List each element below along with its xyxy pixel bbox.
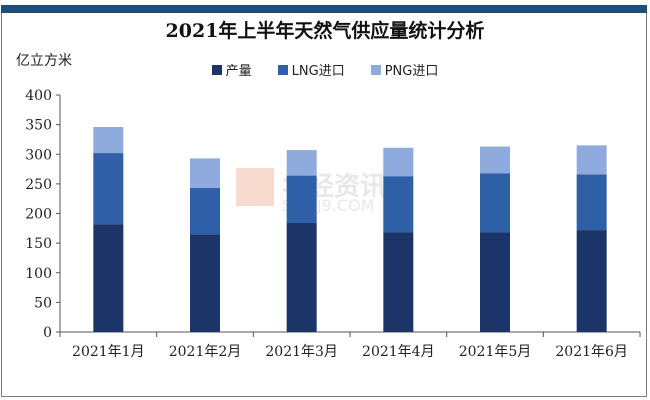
legend-label-png: PNG进口 [384, 64, 439, 79]
x-tick-label: 2021年1月 [72, 344, 145, 360]
bar-lng-4 [383, 176, 414, 233]
bar-lng-2 [190, 188, 220, 235]
bar-png-3 [286, 150, 317, 176]
bar-lng-5 [480, 173, 510, 233]
legend-label-lng: LNG进口 [291, 64, 345, 79]
y-axis-unit-label: 亿立方米 [16, 53, 72, 69]
y-tick-label: 350 [25, 118, 52, 134]
legend-swatch-production [211, 64, 222, 75]
x-tick-label: 2021年3月 [265, 344, 338, 360]
y-tick-label: 400 [25, 88, 52, 104]
bar-lng-3 [286, 175, 317, 223]
legend-item-png: PNG进口 [370, 60, 439, 79]
bar-production-6 [576, 230, 607, 332]
legend-swatch-lng [277, 64, 288, 75]
bar-png-2 [190, 158, 220, 189]
legend-item-lng: LNG进口 [277, 60, 345, 79]
bar-production-5 [480, 232, 510, 332]
y-tick-label: 300 [25, 147, 52, 163]
legend-label-production: 产量 [225, 64, 252, 79]
y-tick-label: 50 [34, 295, 52, 311]
bar-production-2 [190, 234, 220, 332]
y-tick-label: 250 [25, 177, 52, 193]
bar-png-6 [576, 145, 607, 175]
x-tick-label: 2021年2月 [169, 344, 242, 360]
bar-png-1 [93, 126, 124, 154]
legend-swatch-png [370, 64, 381, 75]
chart-title: 2021年上半年天然气供应量统计分析 [165, 20, 485, 42]
y-tick-label: 0 [43, 325, 52, 341]
x-tick-label: 2021年5月 [459, 344, 532, 360]
x-tick-label: 2021年4月 [362, 344, 435, 360]
bar-lng-6 [576, 174, 607, 231]
y-tick-label: 200 [25, 207, 52, 223]
legend-item-production: 产量 [211, 60, 252, 79]
bar-production-1 [93, 224, 124, 332]
bar-lng-1 [93, 153, 124, 225]
x-tick-label: 2021年6月 [555, 344, 628, 360]
bar-png-5 [480, 146, 510, 174]
y-tick-label: 100 [25, 266, 52, 282]
legend: 产量 LNG进口 PNG进口 [0, 60, 650, 79]
bar-production-3 [286, 222, 317, 332]
bar-production-4 [383, 232, 414, 332]
bar-png-4 [383, 147, 414, 177]
chart-top-bar [1, 5, 647, 13]
y-tick-label: 150 [25, 236, 52, 252]
